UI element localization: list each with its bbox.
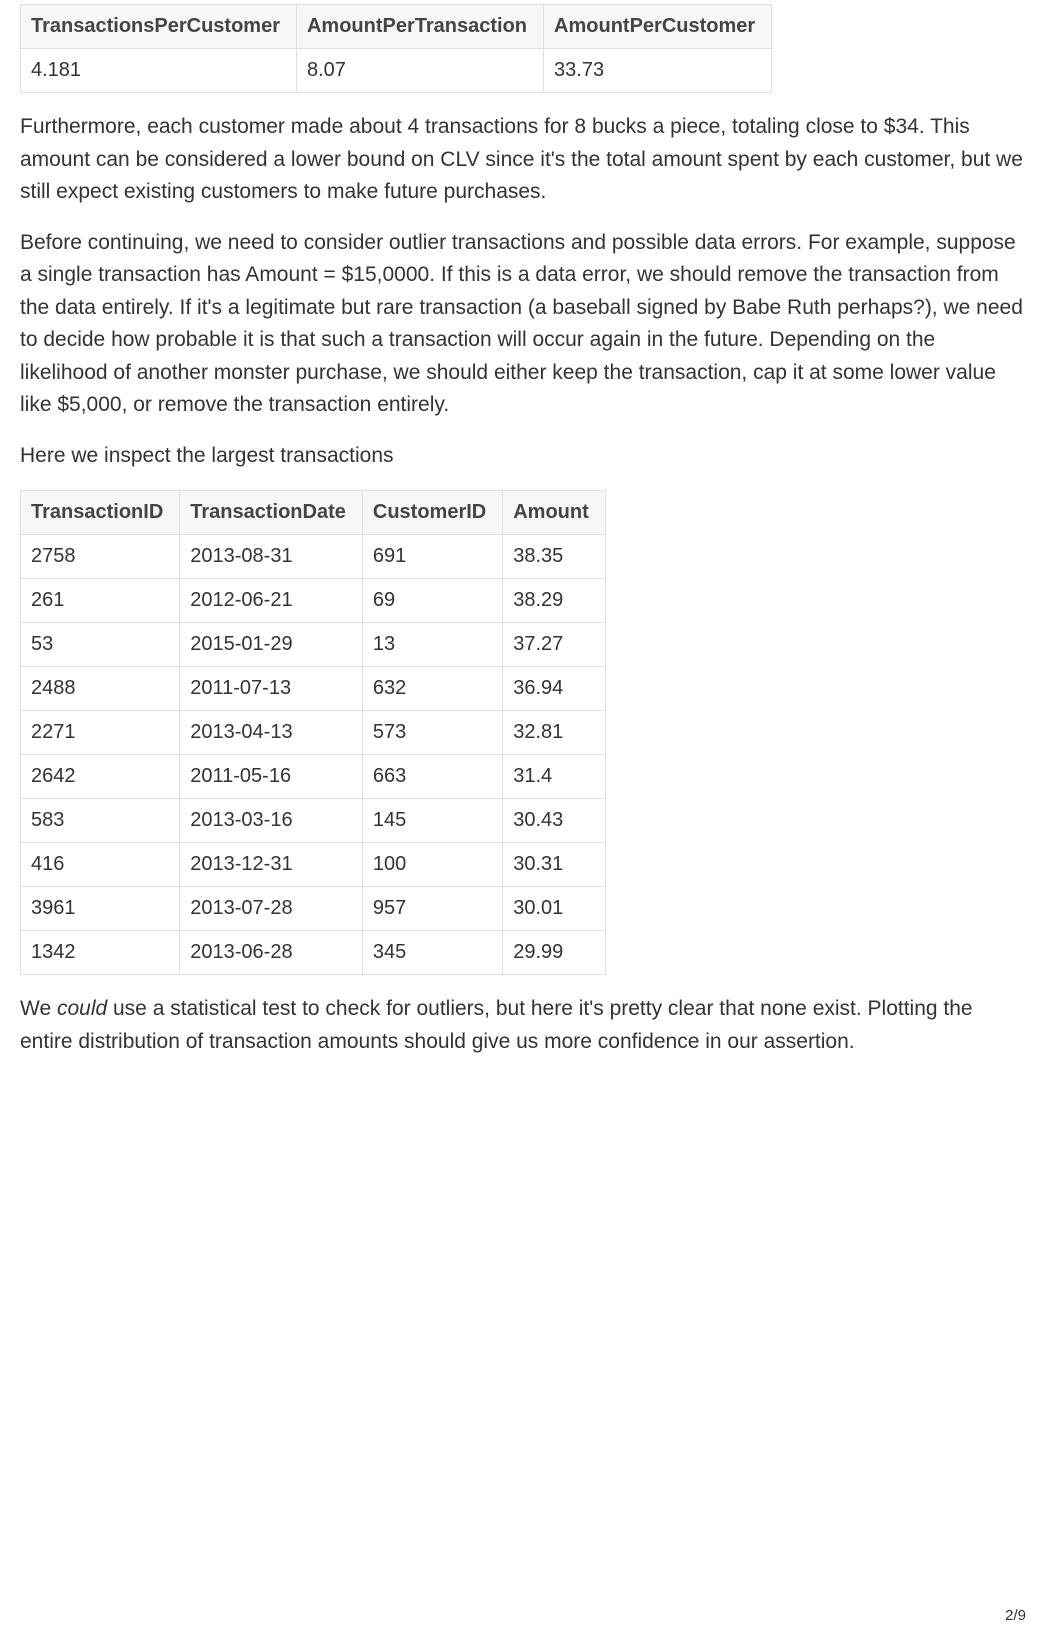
cell: 53 — [21, 623, 180, 667]
col-transaction-date: TransactionDate — [180, 491, 363, 535]
page-number: 2/9 — [1005, 1607, 1026, 1624]
paragraph-4: We could use a statistical test to check… — [20, 993, 1026, 1058]
cell: 2013-03-16 — [180, 799, 363, 843]
cell: 2642 — [21, 755, 180, 799]
paragraph-2: Before continuing, we need to consider o… — [20, 227, 1026, 422]
table-row: 39612013-07-2895730.01 — [21, 887, 606, 931]
col-amount: Amount — [503, 491, 606, 535]
cell: 4.181 — [21, 49, 297, 93]
cell: 36.94 — [503, 667, 606, 711]
cell: 345 — [362, 931, 502, 975]
table-row: 4.181 8.07 33.73 — [21, 49, 772, 93]
col-transactions-per-customer: TransactionsPerCustomer — [21, 5, 297, 49]
table-row: 532015-01-291337.27 — [21, 623, 606, 667]
cell: 632 — [362, 667, 502, 711]
cell: 2013-07-28 — [180, 887, 363, 931]
transactions-table: TransactionID TransactionDate CustomerID… — [20, 490, 606, 975]
col-amount-per-transaction: AmountPerTransaction — [296, 5, 543, 49]
cell: 573 — [362, 711, 502, 755]
emphasis: could — [57, 997, 107, 1020]
cell: 8.07 — [296, 49, 543, 93]
cell: 38.35 — [503, 535, 606, 579]
col-customer-id: CustomerID — [362, 491, 502, 535]
cell: 691 — [362, 535, 502, 579]
cell: 2013-08-31 — [180, 535, 363, 579]
col-amount-per-customer: AmountPerCustomer — [544, 5, 772, 49]
text: We — [20, 997, 57, 1020]
cell: 2013-06-28 — [180, 931, 363, 975]
cell: 30.31 — [503, 843, 606, 887]
cell: 2011-07-13 — [180, 667, 363, 711]
cell: 2488 — [21, 667, 180, 711]
cell: 38.29 — [503, 579, 606, 623]
cell: 2011-05-16 — [180, 755, 363, 799]
cell: 2015-01-29 — [180, 623, 363, 667]
cell: 957 — [362, 887, 502, 931]
cell: 37.27 — [503, 623, 606, 667]
table-row: 26422011-05-1666331.4 — [21, 755, 606, 799]
cell: 416 — [21, 843, 180, 887]
table-header-row: TransactionID TransactionDate CustomerID… — [21, 491, 606, 535]
cell: 29.99 — [503, 931, 606, 975]
table-row: 5832013-03-1614530.43 — [21, 799, 606, 843]
cell: 261 — [21, 579, 180, 623]
table-row: 27582013-08-3169138.35 — [21, 535, 606, 579]
table-row: 22712013-04-1357332.81 — [21, 711, 606, 755]
cell: 2012-06-21 — [180, 579, 363, 623]
paragraph-1: Furthermore, each customer made about 4 … — [20, 111, 1026, 209]
cell: 2758 — [21, 535, 180, 579]
cell: 30.43 — [503, 799, 606, 843]
table-header-row: TransactionsPerCustomer AmountPerTransac… — [21, 5, 772, 49]
cell: 145 — [362, 799, 502, 843]
table-row: 13422013-06-2834529.99 — [21, 931, 606, 975]
cell: 2013-04-13 — [180, 711, 363, 755]
cell: 2271 — [21, 711, 180, 755]
cell: 13 — [362, 623, 502, 667]
transactions-body: 27582013-08-3169138.352612012-06-216938.… — [21, 535, 606, 975]
paragraph-3: Here we inspect the largest transactions — [20, 440, 1026, 473]
text: use a statistical test to check for outl… — [20, 997, 973, 1053]
cell: 69 — [362, 579, 502, 623]
cell: 3961 — [21, 887, 180, 931]
summary-table: TransactionsPerCustomer AmountPerTransac… — [20, 4, 772, 93]
col-transaction-id: TransactionID — [21, 491, 180, 535]
cell: 33.73 — [544, 49, 772, 93]
table-row: 4162013-12-3110030.31 — [21, 843, 606, 887]
page: TransactionsPerCustomer AmountPerTransac… — [0, 4, 1046, 1638]
cell: 2013-12-31 — [180, 843, 363, 887]
table-row: 24882011-07-1363236.94 — [21, 667, 606, 711]
cell: 31.4 — [503, 755, 606, 799]
table-row: 2612012-06-216938.29 — [21, 579, 606, 623]
cell: 1342 — [21, 931, 180, 975]
cell: 100 — [362, 843, 502, 887]
cell: 583 — [21, 799, 180, 843]
cell: 663 — [362, 755, 502, 799]
cell: 32.81 — [503, 711, 606, 755]
cell: 30.01 — [503, 887, 606, 931]
